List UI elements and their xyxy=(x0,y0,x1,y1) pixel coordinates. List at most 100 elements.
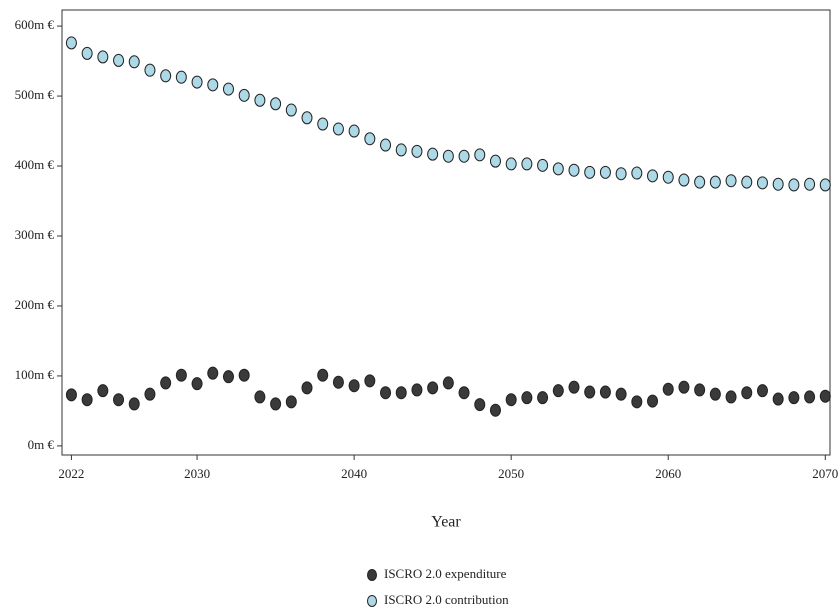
point xyxy=(458,149,470,163)
point xyxy=(380,386,392,400)
point xyxy=(144,63,156,77)
point xyxy=(741,386,753,400)
point xyxy=(568,163,580,177)
point xyxy=(411,144,423,158)
y-tick-label: 400m € xyxy=(15,157,55,172)
point xyxy=(254,93,266,107)
point xyxy=(254,390,266,404)
point xyxy=(364,132,376,146)
y-tick-label: 600m € xyxy=(15,17,55,32)
point xyxy=(270,397,282,411)
point xyxy=(160,69,172,83)
legend-marker xyxy=(367,569,377,581)
point xyxy=(474,398,486,412)
point xyxy=(238,88,250,102)
legend-label: ISCRO 2.0 expenditure xyxy=(384,566,507,581)
y-tick-label: 100m € xyxy=(15,367,55,382)
x-tick-label: 2030 xyxy=(184,466,210,481)
point xyxy=(489,154,501,168)
point xyxy=(521,391,533,405)
point xyxy=(489,403,501,417)
point xyxy=(97,50,109,64)
plot-frame xyxy=(61,9,831,456)
point xyxy=(788,178,800,192)
x-tick-label: 2060 xyxy=(655,466,681,481)
point xyxy=(725,390,737,404)
point xyxy=(317,117,329,131)
point xyxy=(238,368,250,382)
point xyxy=(364,374,376,388)
y-tick-label: 300m € xyxy=(15,227,55,242)
point xyxy=(709,387,721,401)
point xyxy=(427,147,439,161)
point xyxy=(207,366,219,380)
point xyxy=(709,175,721,189)
point xyxy=(411,383,423,397)
point xyxy=(756,384,768,398)
point xyxy=(65,36,77,50)
point xyxy=(81,393,93,407)
x-axis-title: Year xyxy=(431,514,461,531)
point xyxy=(584,385,596,399)
point xyxy=(207,78,219,92)
point xyxy=(317,368,329,382)
point xyxy=(442,376,454,390)
point xyxy=(804,177,816,191)
point xyxy=(694,383,706,397)
point xyxy=(552,384,564,398)
point xyxy=(65,388,77,402)
point xyxy=(427,381,439,395)
point xyxy=(175,70,187,84)
point xyxy=(395,386,407,400)
point xyxy=(537,158,549,172)
point xyxy=(725,174,737,188)
point xyxy=(694,175,706,189)
x-tick-label: 2050 xyxy=(498,466,524,481)
point xyxy=(788,391,800,405)
point xyxy=(113,393,125,407)
point xyxy=(348,379,360,393)
point xyxy=(662,170,674,184)
point xyxy=(584,165,596,179)
point xyxy=(332,122,344,136)
point xyxy=(819,389,831,403)
point xyxy=(222,82,234,96)
legend-marker xyxy=(367,595,377,607)
point xyxy=(301,381,313,395)
point xyxy=(301,111,313,125)
point xyxy=(552,162,564,176)
y-tick-label: 0m € xyxy=(28,437,55,452)
point xyxy=(270,97,282,111)
point xyxy=(97,384,109,398)
point xyxy=(285,395,297,409)
point xyxy=(647,394,659,408)
point xyxy=(678,380,690,394)
point xyxy=(128,397,140,411)
point xyxy=(537,391,549,405)
legend-label: ISCRO 2.0 contribution xyxy=(384,592,509,607)
point xyxy=(113,53,125,67)
point xyxy=(631,395,643,409)
point xyxy=(615,167,627,181)
point xyxy=(222,370,234,384)
point xyxy=(819,178,831,192)
point xyxy=(772,177,784,191)
point xyxy=(756,176,768,190)
point xyxy=(662,382,674,396)
point xyxy=(81,46,93,60)
point xyxy=(191,75,203,89)
point xyxy=(348,124,360,138)
y-tick-label: 500m € xyxy=(15,87,55,102)
point xyxy=(804,390,816,404)
point xyxy=(615,387,627,401)
point xyxy=(772,392,784,406)
point xyxy=(474,148,486,162)
point xyxy=(599,385,611,399)
point xyxy=(599,165,611,179)
point xyxy=(647,169,659,183)
point xyxy=(144,387,156,401)
x-tick-label: 2022 xyxy=(58,466,84,481)
point xyxy=(332,375,344,389)
point xyxy=(191,377,203,391)
